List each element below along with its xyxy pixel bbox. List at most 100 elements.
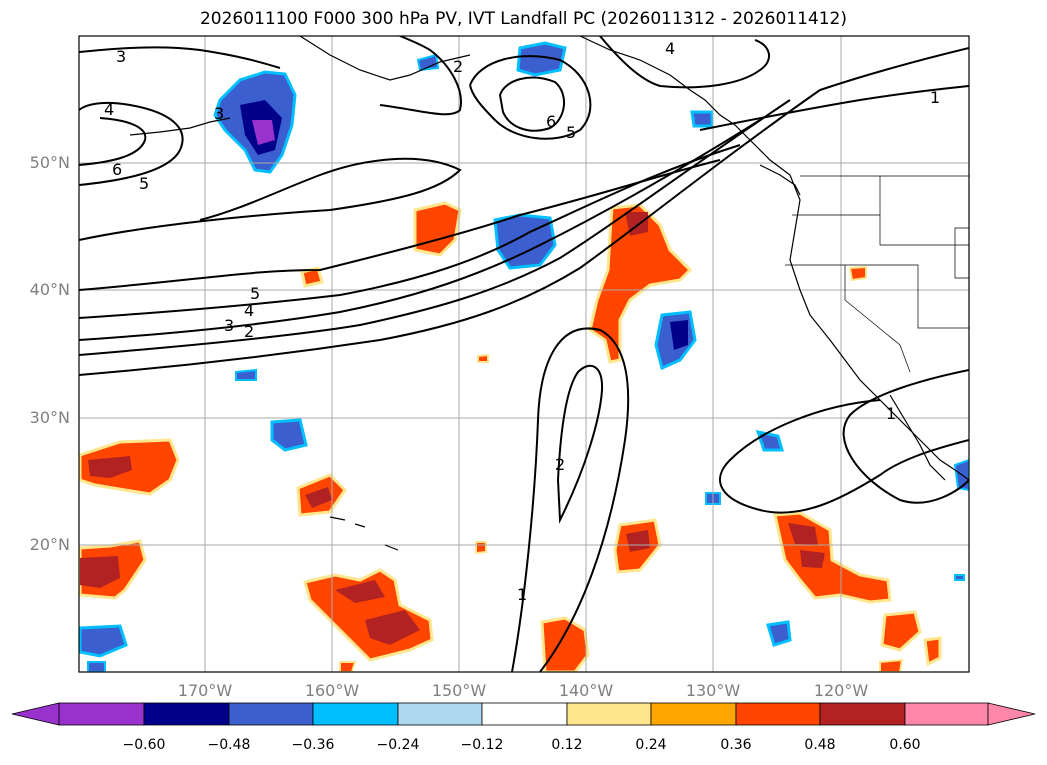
colorbar-tick-label: 0.60 <box>889 737 921 753</box>
positive-core <box>365 610 420 645</box>
contour-label: 3 <box>214 104 224 123</box>
colorbar-tick-label: −0.48 <box>207 737 251 753</box>
contour-label: 6 <box>546 112 556 131</box>
colorbar-segment <box>904 702 989 726</box>
lat-label-50n: 50°N <box>29 153 70 172</box>
baja-peninsula <box>889 394 946 481</box>
contour-label: 4 <box>665 39 675 58</box>
contour-label: 3 <box>224 316 234 335</box>
lon-label-140w: 140°W <box>558 681 614 700</box>
map-title: 2026011100 F000 300 hPa PV, IVT Landfall… <box>199 9 847 29</box>
map-frame <box>78 35 970 673</box>
positive-region <box>540 616 590 672</box>
contour-label: 6 <box>112 160 122 179</box>
positive-core <box>335 580 385 603</box>
negative-region <box>235 368 257 381</box>
contour-label: 1 <box>930 88 940 107</box>
positive-region <box>923 636 942 667</box>
lat-label-40n: 40°N <box>29 280 70 299</box>
positive-core <box>626 530 650 552</box>
lon-label-170w: 170°W <box>177 681 233 700</box>
positive-region <box>848 265 867 282</box>
contour-label: 4 <box>104 100 114 119</box>
positive-core <box>788 523 818 545</box>
colorbar-segment <box>143 702 230 726</box>
contour-labels: 3 4 3 6 5 2 6 5 4 1 5 4 3 2 2 1 1 <box>104 39 940 604</box>
lat-label-30n: 30°N <box>29 408 70 427</box>
state-border <box>792 214 969 246</box>
map-area: 3 4 3 6 5 2 6 5 4 1 5 4 3 2 2 1 1 <box>79 36 969 672</box>
lon-label-150w: 150°W <box>431 681 487 700</box>
colorbar-segment <box>650 702 737 726</box>
contour-label: 1 <box>886 404 896 423</box>
aleutian-islands <box>129 117 231 136</box>
positive-region <box>477 353 489 363</box>
contour-line <box>79 101 184 186</box>
state-border <box>844 265 911 373</box>
contour-label: 2 <box>244 322 254 341</box>
lon-label-130w: 130°W <box>685 681 741 700</box>
negative-region <box>416 53 440 72</box>
positive-pv-regions <box>79 201 942 672</box>
vancouver-island <box>759 164 801 196</box>
contour-line <box>599 36 770 89</box>
contour-line <box>511 327 630 672</box>
north-america-coast <box>579 36 969 481</box>
lon-label-160w: 160°W <box>304 681 360 700</box>
colorbar-segment <box>566 702 652 726</box>
positive-region <box>879 658 904 672</box>
negative-region <box>766 620 792 647</box>
colorbar-segment <box>312 702 399 726</box>
colorbar-segment <box>735 702 821 726</box>
contour-label: 2 <box>555 455 565 474</box>
contour-line <box>79 99 791 356</box>
coastlines <box>129 36 969 551</box>
contour-line <box>719 399 969 514</box>
contour-line <box>79 157 462 241</box>
positive-core <box>800 550 825 568</box>
contour-label: 5 <box>566 123 576 142</box>
contour-label: 3 <box>116 47 126 66</box>
contour-line <box>699 85 969 131</box>
positive-region <box>339 661 357 672</box>
colorbar-tick-label: 0.48 <box>804 737 836 753</box>
alaska-coast <box>299 36 471 81</box>
negative-region <box>516 41 567 77</box>
positive-region <box>880 610 922 652</box>
state-borders <box>785 175 969 373</box>
state-border <box>954 227 969 279</box>
lat-label-20n: 20°N <box>29 535 70 554</box>
colorbar-tick-label: −0.36 <box>291 737 335 753</box>
contour-line <box>842 369 969 504</box>
ivt-contours <box>79 36 969 672</box>
contour-label: 2 <box>453 57 463 76</box>
contour-label: 4 <box>244 301 254 320</box>
negative-region <box>87 661 106 672</box>
positive-core <box>305 487 332 508</box>
contour-line <box>79 47 969 376</box>
positive-core <box>80 556 120 588</box>
colorbar-tick-label: 0.24 <box>635 737 667 753</box>
colorbar-segment <box>987 702 1036 726</box>
negative-core <box>670 320 688 350</box>
contour-line <box>79 144 741 319</box>
colorbar-tick-label: −0.12 <box>460 737 504 753</box>
negative-region <box>690 110 714 128</box>
contour-label: 1 <box>517 585 527 604</box>
contour-label: 5 <box>139 174 149 193</box>
contour-line <box>79 117 147 166</box>
contour-line <box>79 159 721 291</box>
contour-line <box>556 364 604 524</box>
negative-region <box>79 624 128 658</box>
colorbar-segment <box>228 702 314 726</box>
colorbar-segment <box>11 702 60 726</box>
gridlines <box>79 36 969 672</box>
negative-region <box>954 574 965 581</box>
positive-region <box>475 541 487 555</box>
colorbar-tick-label: 0.12 <box>551 737 583 753</box>
colorbar <box>11 702 1036 726</box>
colorbar-segment <box>397 702 483 726</box>
contour-line <box>498 76 565 132</box>
colorbar-tick-label: −0.60 <box>122 737 166 753</box>
